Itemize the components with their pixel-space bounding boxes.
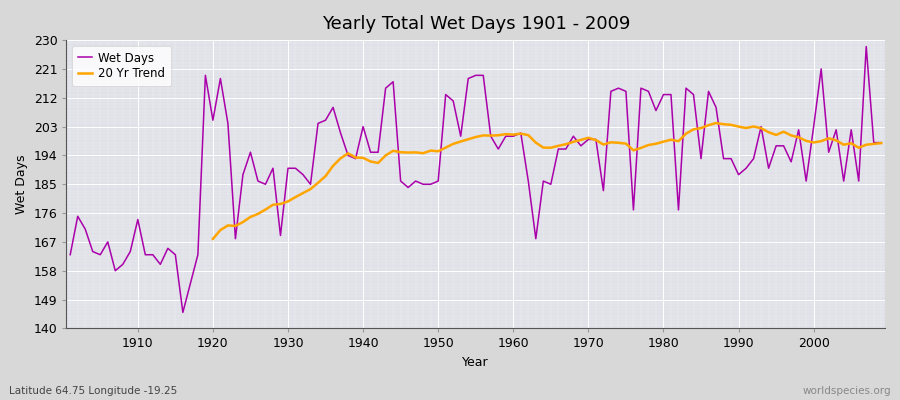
20 Yr Trend [770, 132, 781, 137]
Wet Days [125, 249, 136, 254]
Title: Yearly Total Wet Days 1901 - 2009: Yearly Total Wet Days 1901 - 2009 [321, 15, 630, 33]
Text: worldspecies.org: worldspecies.org [803, 386, 891, 396]
Text: Latitude 64.75 Longitude -19.25: Latitude 64.75 Longitude -19.25 [9, 386, 177, 396]
Wet Days [298, 172, 309, 177]
20 Yr Trend [711, 121, 722, 126]
Wet Days [65, 252, 76, 257]
20 Yr Trend [673, 139, 684, 144]
Y-axis label: Wet Days: Wet Days [15, 154, 28, 214]
20 Yr Trend [876, 141, 886, 146]
20 Yr Trend [786, 133, 796, 138]
Wet Days [343, 153, 354, 158]
Legend: Wet Days, 20 Yr Trend: Wet Days, 20 Yr Trend [72, 46, 171, 86]
Wet Days [860, 44, 871, 49]
20 Yr Trend [298, 191, 309, 196]
20 Yr Trend [208, 236, 219, 241]
X-axis label: Year: Year [463, 356, 489, 369]
Wet Days [606, 89, 616, 94]
Line: Wet Days: Wet Days [70, 46, 881, 312]
Wet Days [516, 131, 526, 136]
Wet Days [508, 134, 518, 139]
20 Yr Trend [410, 150, 421, 155]
Wet Days [177, 310, 188, 315]
Wet Days [876, 140, 886, 145]
Line: 20 Yr Trend: 20 Yr Trend [213, 123, 881, 239]
20 Yr Trend [853, 145, 864, 150]
